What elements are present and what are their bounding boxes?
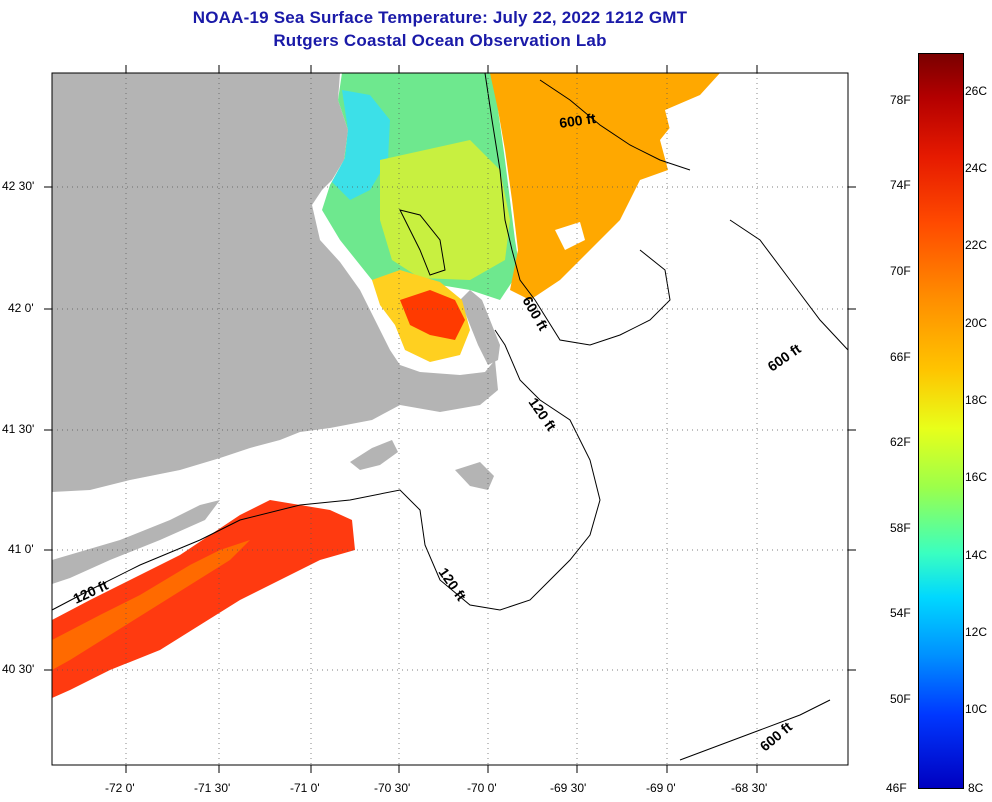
colorbar-celsius-label: 12C <box>965 625 988 639</box>
lon-label: -68 30' <box>731 781 768 795</box>
lon-label: -71 30' <box>194 781 231 795</box>
sst-region-red-south <box>52 500 355 698</box>
colorbar-fahrenheit-label: 70F <box>890 264 911 278</box>
lat-label: 41 0' <box>8 542 34 556</box>
lon-label: -70 0' <box>467 781 497 795</box>
colorbar-celsius-label: 26C <box>965 84 988 98</box>
contour-600ft-east <box>729 219 848 351</box>
sst-region-orange-north <box>490 73 720 300</box>
colorbar-fahrenheit-label: 62F <box>890 435 911 449</box>
colorbar-celsius-label: 8C <box>968 781 984 795</box>
land-new-england <box>52 73 498 492</box>
cloud-patch-2 <box>665 73 740 160</box>
sst-region-orange-south <box>52 540 250 670</box>
contour-label-600-north: 600 ft <box>558 110 597 131</box>
map-frame <box>51 72 849 766</box>
sst-region-red-bay <box>400 290 465 340</box>
lat-label: 42 30' <box>2 179 35 193</box>
axis-ticks <box>44 65 856 773</box>
colorbar-fahrenheit-label: 78F <box>890 93 911 107</box>
lon-label: -71 0' <box>290 781 320 795</box>
cloud-patch-1 <box>555 222 585 250</box>
contour-600ft-southeast <box>679 699 831 761</box>
colorbar-fahrenheit-label: 54F <box>890 606 911 620</box>
sst-region-cyan <box>332 90 390 200</box>
colorbar-celsius-label: 18C <box>965 393 988 407</box>
colorbar-fahrenheit-label: 50F <box>890 692 911 706</box>
lon-label: -69 30' <box>550 781 587 795</box>
lon-label: -69 0' <box>646 781 676 795</box>
colorbar-fahrenheit-label: 66F <box>890 350 911 364</box>
colorbar-fahrenheit-label: 46F <box>886 781 907 795</box>
land-nantucket <box>455 462 494 490</box>
colorbar-celsius-label: 16C <box>965 470 988 484</box>
land-cape-cod <box>460 290 500 365</box>
colorbar-fahrenheit-label: 74F <box>890 178 911 192</box>
lat-label: 42 0' <box>8 301 34 315</box>
lat-label: 41 30' <box>2 422 35 436</box>
lat-label: 40 30' <box>2 662 35 676</box>
land-marthas-vineyard <box>350 440 398 470</box>
temperature-colorbar <box>918 53 964 789</box>
colorbar-celsius-label: 10C <box>965 702 988 716</box>
lon-label: -70 30' <box>374 781 411 795</box>
map-subtitle: Rutgers Coastal Ocean Observation Lab <box>273 31 607 50</box>
map-title: NOAA-19 Sea Surface Temperature: July 22… <box>192 8 688 27</box>
sst-region-yellowgreen <box>380 140 510 280</box>
land-long-island <box>52 500 220 584</box>
colorbar-celsius-label: 24C <box>965 161 988 175</box>
graticule <box>52 73 848 765</box>
contour-600ft-upper <box>539 79 691 171</box>
contour-loop-bay <box>399 209 446 276</box>
colorbar-celsius-label: 22C <box>965 238 988 252</box>
colorbar-celsius-label: 14C <box>965 548 988 562</box>
colorbar-celsius-label: 20C <box>965 316 988 330</box>
lon-label: -72 0' <box>105 781 135 795</box>
colorbar-fahrenheit-label: 58F <box>890 521 911 535</box>
contour-120ft-south <box>52 329 601 611</box>
